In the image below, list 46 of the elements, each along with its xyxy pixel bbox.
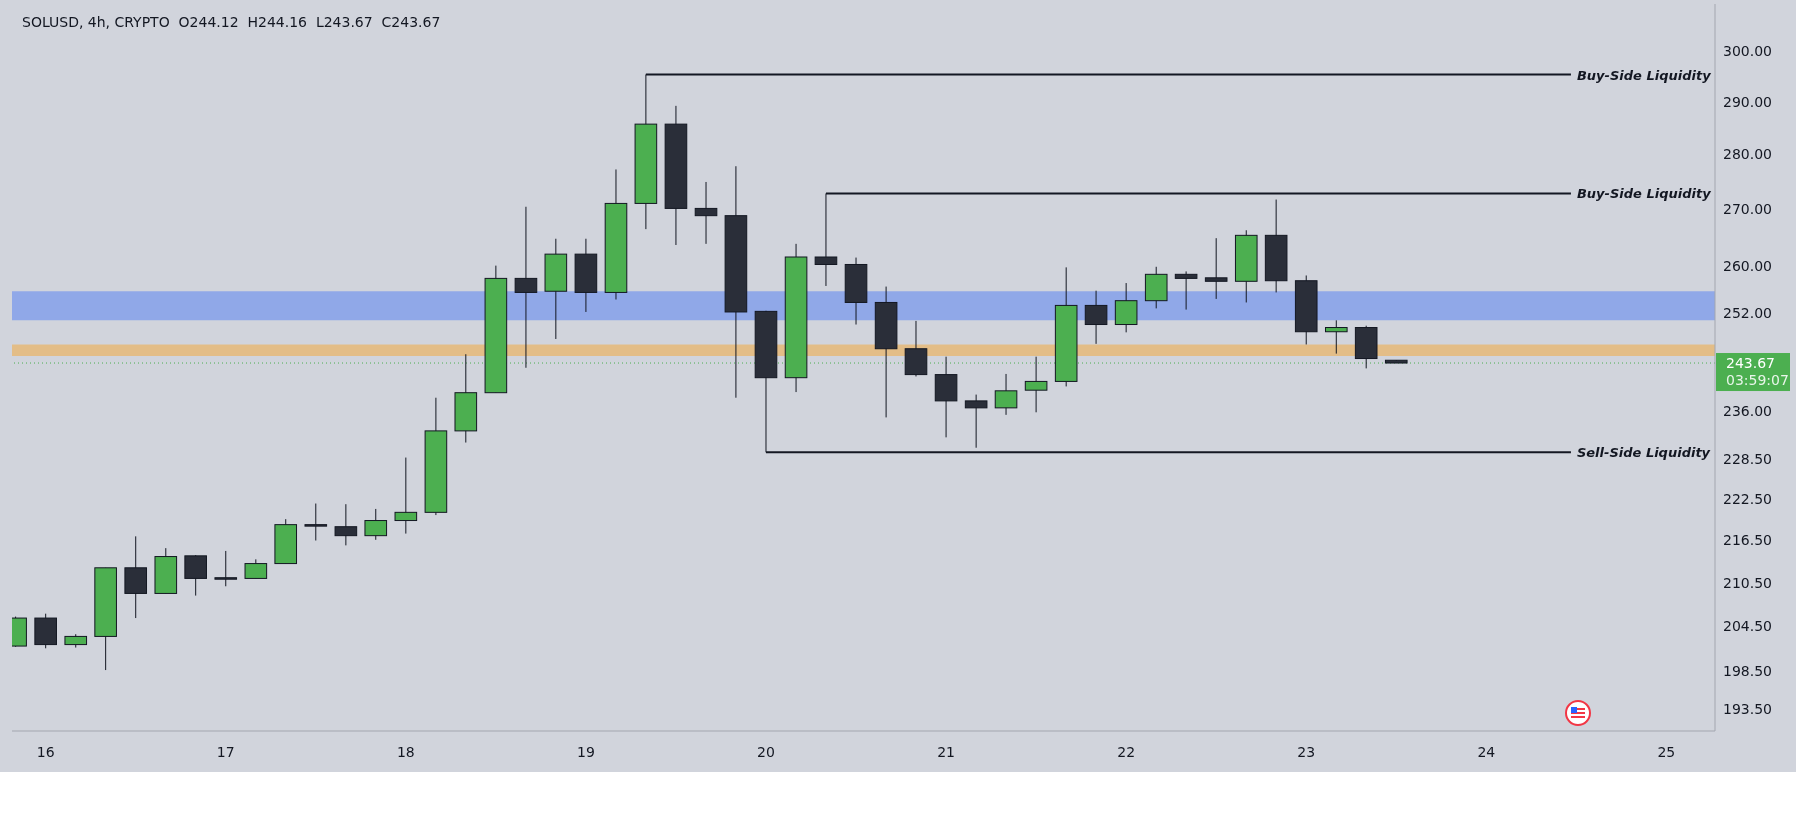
x-tick-label: 16 [36, 743, 55, 760]
candlestick [1084, 290, 1108, 345]
candlestick [964, 394, 988, 449]
x-tick-label: 19 [577, 743, 595, 760]
candlestick [514, 206, 538, 369]
series-label: Sell-Side Liquidity [1576, 445, 1711, 461]
y-tick-label: 290.00 [1723, 93, 1772, 110]
ref-line-label: 243.67 [1726, 355, 1775, 372]
x-tick-label: 17 [216, 743, 235, 760]
text: SOLUSD, 4h, CRYPTO O244.12 H244.16 L243.67 C243.67 [22, 14, 441, 30]
candlestick [184, 554, 207, 597]
candlestick [364, 508, 388, 541]
y-tick-label: 204.50 [1723, 618, 1772, 635]
y-tick-label: 300.00 [1723, 42, 1772, 59]
candlestick [214, 550, 238, 587]
candlestick [394, 457, 418, 535]
y-tick-label: 228.50 [1723, 451, 1772, 468]
x-tick-label: 21 [937, 743, 955, 760]
x-tick-label: 20 [757, 743, 775, 760]
series-label: Buy-Side Liquidity [1576, 186, 1712, 202]
x-tick-label: 18 [396, 743, 415, 760]
candlestick [994, 373, 1018, 416]
x-tick-label: 25 [1657, 743, 1676, 760]
x-tick-label: 22 [1117, 743, 1136, 760]
candlestick [334, 503, 358, 546]
series-label: Buy-Side Liquidity [1576, 67, 1712, 83]
y-tick-label: 193.50 [1723, 701, 1772, 718]
y-tick-label: 216.50 [1723, 532, 1772, 549]
candlestick [304, 503, 328, 542]
y-tick-label: 210.50 [1723, 574, 1772, 591]
candlestick [1114, 282, 1138, 333]
y-tick-label: 252.00 [1723, 304, 1772, 321]
y-tick-label: 260.00 [1723, 257, 1772, 274]
y-tick-label: 236.00 [1723, 403, 1772, 419]
y-tick-label: 280.00 [1723, 146, 1772, 163]
y-tick-label: 198.50 [1723, 662, 1772, 679]
text: 03:59:07 [1726, 372, 1789, 389]
candlestick [1174, 270, 1198, 311]
candlestick [1204, 237, 1228, 300]
y-tick-label: 222.50 [1723, 491, 1772, 508]
x-tick-label: 23 [1297, 743, 1316, 760]
x-tick-label: 24 [1477, 743, 1496, 760]
candlestick [1324, 319, 1348, 355]
y-tick-label: 270.00 [1723, 200, 1772, 217]
candlestick [244, 558, 268, 579]
candlestick [694, 181, 718, 245]
